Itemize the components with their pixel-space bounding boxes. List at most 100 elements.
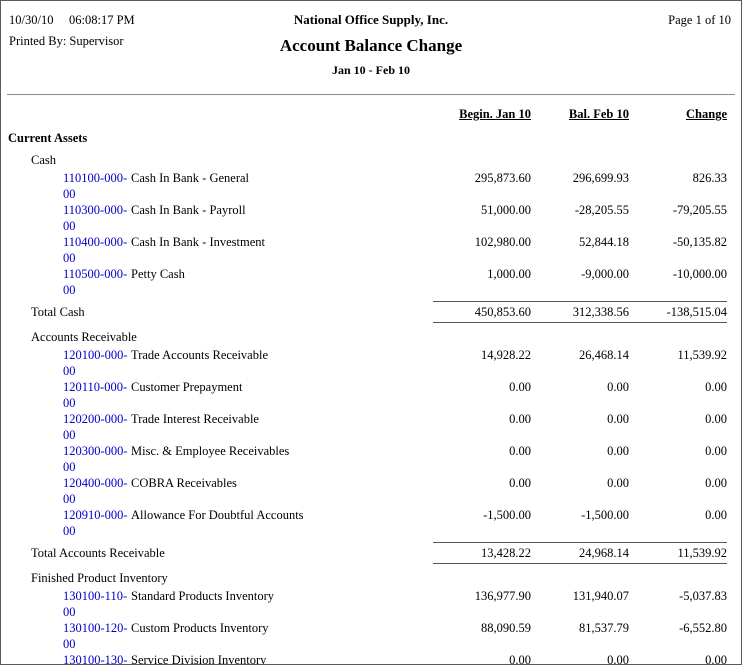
indent-spacer	[1, 475, 63, 507]
account-description: Customer Prepayment	[131, 380, 243, 394]
account-number-link[interactable]: 110500-000-00	[63, 267, 128, 297]
account-description: Allowance For Doubtful Accounts	[131, 508, 304, 522]
account-number-link[interactable]: 130100-120-00	[63, 621, 128, 651]
page-indicator: Page 1 of 10	[668, 13, 731, 27]
indent-spacer	[1, 620, 63, 652]
account-number-link[interactable]: 120200-000-00	[63, 412, 128, 442]
account-description: Misc. & Employee Receivables	[131, 444, 290, 458]
amount-cell: 0.00	[607, 476, 629, 490]
amount-cell: 51,000.00	[481, 203, 531, 217]
amount-cell: -9,000.00	[581, 267, 629, 281]
group-heading: Finished Product Inventory	[31, 571, 168, 585]
account-row: 130100-120-00 Custom Products Inventory 88…	[1, 620, 727, 652]
account-description: Custom Products Inventory	[131, 621, 269, 635]
account-row: 110500-000-00 Petty Cash 1,000.00 -9,000.00…	[1, 266, 727, 298]
total-label: Total Accounts Receivable	[31, 546, 165, 560]
amount-cell: 0.00	[607, 653, 629, 665]
account-number-link[interactable]: 120400-000-00	[63, 476, 128, 506]
indent-spacer	[1, 652, 63, 664]
total-amount-cell: 312,338.56	[531, 301, 629, 323]
account-number-link[interactable]: 110100-000-00	[63, 171, 128, 201]
indent-spacer	[1, 588, 63, 620]
amount-cell: 11,539.92	[677, 348, 727, 362]
indent-spacer	[1, 411, 63, 443]
indent-spacer	[1, 266, 63, 298]
amount-cell: 88,090.59	[481, 621, 531, 635]
account-number-link[interactable]: 110300-000-00	[63, 203, 128, 233]
indent-spacer	[1, 379, 63, 411]
column-headers: Begin. Jan 10 Bal. Feb 10 Change	[1, 106, 741, 122]
account-description: Cash In Bank - General	[131, 171, 250, 185]
account-row: 120400-000-00 COBRA Receivables 0.00 0.00 0.…	[1, 475, 727, 507]
account-number-link[interactable]: 130100-130-00	[63, 653, 128, 665]
account-description: Trade Accounts Receivable	[131, 348, 268, 362]
amount-cell: 1,000.00	[487, 267, 531, 281]
amount-cell: 131,940.07	[572, 589, 629, 603]
total-amount-cell: 13,428.22	[433, 542, 531, 564]
amount-cell: -5,037.83	[679, 589, 727, 603]
printed-by-label: Printed By: Supervisor	[9, 34, 124, 48]
total-label: Total Cash	[31, 305, 85, 319]
group-heading: Cash	[31, 153, 56, 167]
indent-spacer	[1, 170, 63, 202]
account-description: Standard Products Inventory	[131, 589, 275, 603]
account-number-link[interactable]: 120100-000-00	[63, 348, 128, 378]
amount-cell: -79,205.55	[672, 203, 727, 217]
amount-cell: 52,844.18	[579, 235, 629, 249]
amount-cell: 0.00	[705, 380, 727, 394]
account-number-link[interactable]: 130100-110-00	[63, 589, 128, 619]
account-row: 120110-000-00 Customer Prepayment 0.00 0.00…	[1, 379, 727, 411]
column-header-change: Change	[686, 107, 727, 121]
amount-cell: -6,552.80	[679, 621, 727, 635]
account-row: 120300-000-00 Misc. & Employee Receivable…	[1, 443, 727, 475]
account-row: 120100-000-00 Trade Accounts Receivable 14…	[1, 347, 727, 379]
amount-cell: -1,500.00	[581, 508, 629, 522]
account-row: 110300-000-00 Cash In Bank - Payroll 51,00…	[1, 202, 727, 234]
account-number-link[interactable]: 120300-000-00	[63, 444, 128, 474]
amount-cell: 0.00	[607, 444, 629, 458]
account-description: Cash In Bank - Payroll	[131, 203, 246, 217]
amount-cell: 296,699.93	[572, 171, 629, 185]
account-description: Service Division Inventory	[131, 653, 267, 665]
amount-cell: 0.00	[705, 653, 727, 665]
group-heading: Accounts Receivable	[31, 330, 137, 344]
column-header-spacer	[1, 106, 433, 122]
total-amount-cell: -138,515.04	[629, 301, 727, 323]
account-number-link[interactable]: 120910-000-00	[63, 508, 128, 538]
report-period: Jan 10 - Feb 10	[332, 63, 410, 77]
amount-cell: -1,500.00	[483, 508, 531, 522]
amount-cell: 0.00	[509, 380, 531, 394]
indent-spacer	[1, 347, 63, 379]
column-header-balance: Bal. Feb 10	[568, 107, 629, 121]
indent-spacer	[1, 443, 63, 475]
amount-cell: 0.00	[607, 380, 629, 394]
amount-cell: 0.00	[705, 412, 727, 426]
amount-cell: 26,468.14	[579, 348, 629, 362]
indent-spacer	[1, 234, 63, 266]
amount-cell: 0.00	[509, 476, 531, 490]
account-description: Cash In Bank - Investment	[131, 235, 266, 249]
account-number-link[interactable]: 110400-000-00	[63, 235, 128, 265]
amount-cell: 0.00	[705, 476, 727, 490]
amount-cell: 0.00	[509, 444, 531, 458]
amount-cell: 14,928.22	[481, 348, 531, 362]
report-date: 10/30/10	[9, 13, 54, 27]
company-name: National Office Supply, Inc.	[293, 12, 449, 27]
amount-cell: 102,980.00	[474, 235, 531, 249]
total-amount-cell: 450,853.60	[433, 301, 531, 323]
amount-cell: -28,205.55	[574, 203, 629, 217]
account-description: Petty Cash	[131, 267, 185, 281]
amount-cell: 826.33	[692, 171, 727, 185]
account-row: 130100-110-00 Standard Products Inventory…	[1, 588, 727, 620]
amount-cell: 295,873.60	[474, 171, 531, 185]
report-header: 10/30/10 06:08:17 PM National Office Sup…	[1, 1, 741, 97]
amount-cell: 0.00	[607, 412, 629, 426]
account-number-link[interactable]: 120110-000-00	[63, 380, 128, 410]
amount-cell: -10,000.00	[672, 267, 727, 281]
amount-cell: 0.00	[705, 444, 727, 458]
account-row: 110400-000-00 Cash In Bank - Investment 10…	[1, 234, 727, 266]
account-row: 110100-000-00 Cash In Bank - General 295,8…	[1, 170, 727, 202]
header-divider	[7, 94, 735, 95]
amount-cell: 136,977.90	[474, 589, 531, 603]
